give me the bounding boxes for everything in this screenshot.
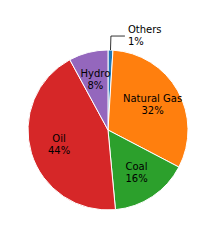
- data-label: Oil44%: [48, 133, 70, 156]
- data-label: Others1%: [128, 24, 162, 47]
- wedge: [108, 130, 179, 210]
- pie: [28, 50, 188, 210]
- data-label: Hydro8%: [80, 68, 110, 91]
- label-category: Coal: [126, 161, 148, 172]
- chart-svg: Others1% Natural Gas32% Coal16% Oil44% Hydro…: [0, 0, 216, 234]
- label-category: Oil: [52, 133, 65, 144]
- label-value: 16%: [125, 173, 147, 184]
- label-category: Others: [128, 24, 162, 35]
- data-label: Coal16%: [125, 161, 147, 184]
- labels: Others1% Natural Gas32% Coal16% Oil44% Hydro…: [48, 24, 182, 183]
- wedge: [28, 60, 115, 210]
- leader-line: [110, 36, 124, 50]
- label-value: 32%: [141, 105, 163, 116]
- label-category: Hydro: [80, 68, 110, 79]
- label-category: Natural Gas: [123, 93, 182, 104]
- wedge: [70, 50, 108, 130]
- label-value: 8%: [87, 80, 103, 91]
- label-value: 44%: [48, 145, 70, 156]
- chart-container: Others1% Natural Gas32% Coal16% Oil44% Hydro…: [0, 0, 216, 234]
- label-value: 1%: [128, 36, 144, 47]
- data-label: Natural Gas32%: [123, 93, 182, 116]
